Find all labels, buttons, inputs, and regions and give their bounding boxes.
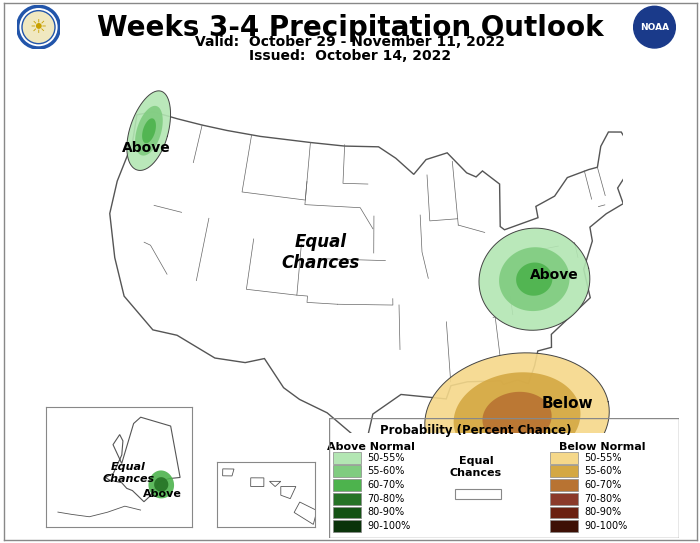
FancyBboxPatch shape — [550, 465, 578, 477]
Text: 80-90%: 80-90% — [368, 508, 405, 517]
Polygon shape — [425, 353, 609, 484]
Text: 60-70%: 60-70% — [584, 480, 622, 490]
Polygon shape — [482, 392, 552, 444]
Polygon shape — [142, 118, 156, 143]
FancyBboxPatch shape — [332, 479, 360, 491]
FancyBboxPatch shape — [332, 452, 360, 464]
Polygon shape — [106, 417, 180, 502]
Text: Above: Above — [530, 268, 578, 282]
Text: Weeks 3-4 Precipitation Outlook: Weeks 3-4 Precipitation Outlook — [97, 14, 603, 42]
Text: Equal
Chances: Equal Chances — [450, 456, 502, 478]
FancyBboxPatch shape — [550, 452, 578, 464]
Text: Probability (Percent Chance): Probability (Percent Chance) — [380, 424, 572, 437]
Text: Valid:  October 29 - November 11, 2022: Valid: October 29 - November 11, 2022 — [195, 35, 505, 49]
Text: Above Normal: Above Normal — [327, 442, 415, 452]
Text: 50-55%: 50-55% — [584, 452, 622, 463]
Circle shape — [22, 11, 55, 43]
Polygon shape — [454, 372, 580, 464]
Text: Equal
Chances: Equal Chances — [281, 233, 360, 272]
Polygon shape — [110, 112, 637, 443]
FancyBboxPatch shape — [332, 465, 360, 477]
Text: 70-80%: 70-80% — [368, 494, 405, 504]
FancyBboxPatch shape — [332, 520, 360, 532]
Polygon shape — [270, 481, 281, 487]
Circle shape — [18, 7, 60, 48]
Text: Below: Below — [542, 396, 593, 411]
Polygon shape — [516, 262, 552, 296]
FancyBboxPatch shape — [550, 520, 578, 532]
Polygon shape — [223, 469, 234, 476]
Text: 70-80%: 70-80% — [584, 494, 622, 504]
FancyBboxPatch shape — [332, 507, 360, 519]
FancyBboxPatch shape — [550, 479, 578, 491]
FancyBboxPatch shape — [455, 489, 500, 500]
Text: 60-70%: 60-70% — [368, 480, 405, 490]
Polygon shape — [251, 478, 264, 487]
Text: 55-60%: 55-60% — [584, 466, 622, 476]
Text: Above: Above — [122, 141, 171, 155]
FancyBboxPatch shape — [550, 507, 578, 519]
Polygon shape — [499, 247, 570, 311]
Text: 80-90%: 80-90% — [584, 508, 622, 517]
Polygon shape — [154, 477, 168, 492]
FancyBboxPatch shape — [332, 493, 360, 505]
Text: Equal
Chances: Equal Chances — [102, 462, 155, 484]
FancyBboxPatch shape — [550, 493, 578, 505]
Text: Issued:  October 14, 2022: Issued: October 14, 2022 — [249, 49, 451, 63]
Text: NOAA: NOAA — [640, 23, 669, 31]
Text: 55-60%: 55-60% — [368, 466, 405, 476]
Polygon shape — [127, 91, 171, 171]
Text: Above: Above — [143, 489, 181, 499]
Text: ☀: ☀ — [30, 18, 48, 36]
Text: 90-100%: 90-100% — [584, 521, 628, 531]
Circle shape — [634, 7, 676, 48]
Polygon shape — [135, 106, 162, 156]
Polygon shape — [479, 228, 590, 330]
Polygon shape — [281, 487, 296, 498]
Polygon shape — [148, 470, 174, 498]
Text: Below Normal: Below Normal — [559, 442, 645, 452]
Text: 50-55%: 50-55% — [368, 452, 405, 463]
Text: 90-100%: 90-100% — [368, 521, 411, 531]
Polygon shape — [294, 502, 317, 525]
